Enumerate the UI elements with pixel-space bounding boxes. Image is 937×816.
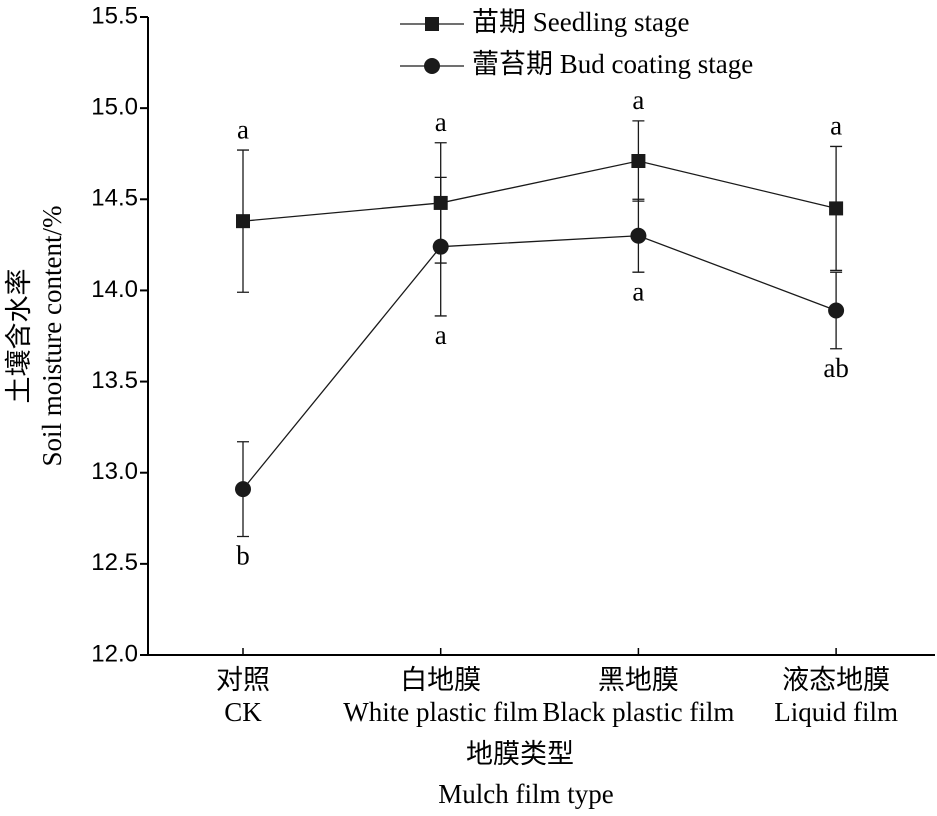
- x-axis-title-en: Mulch film type: [438, 779, 613, 809]
- y-axis-title-en: Soil moisture content/%: [37, 206, 67, 467]
- significance-label: a: [435, 107, 447, 137]
- x-tick-sublabel: Black plastic film: [542, 697, 734, 727]
- y-tick-label: 12.0: [91, 640, 138, 667]
- legend-marker: [424, 58, 440, 74]
- x-tick-sublabel: CK: [224, 697, 262, 727]
- series-line: [242, 160, 837, 222]
- marker: [236, 214, 250, 229]
- y-tick-label: 15.5: [91, 2, 138, 29]
- x-tick-sublabel: White plastic film: [343, 697, 538, 727]
- y-tick-label: 14.5: [91, 185, 138, 212]
- significance-label: b: [236, 541, 250, 571]
- marker: [235, 481, 251, 498]
- x-tick-label: 液态地膜: [782, 665, 890, 695]
- significance-label: a: [435, 320, 447, 350]
- significance-label: a: [632, 85, 644, 115]
- marker: [630, 227, 647, 244]
- marker: [432, 238, 449, 255]
- marker: [631, 154, 646, 169]
- marker: [829, 201, 844, 216]
- y-tick-label: 13.0: [91, 458, 138, 485]
- legend-label: 苗期 Seedling stage: [472, 7, 689, 37]
- y-tick-label: 15.0: [91, 93, 138, 120]
- marker: [828, 302, 845, 319]
- significance-label: a: [830, 111, 842, 141]
- series-line: [242, 235, 837, 490]
- legend-label: 蕾苔期 Bud coating stage: [472, 49, 753, 79]
- x-axis-title: 地膜类型: [466, 739, 574, 769]
- significance-label: a: [237, 114, 249, 144]
- x-tick-label: 黑地膜: [598, 665, 679, 695]
- y-tick-label: 12.5: [91, 549, 138, 576]
- significance-label: a: [632, 276, 644, 306]
- y-tick-label: 14.0: [91, 276, 138, 303]
- y-axis-title: 土壤含水率: [4, 269, 34, 404]
- y-tick-label: 13.5: [91, 367, 138, 394]
- significance-label: ab: [823, 353, 848, 383]
- x-tick-sublabel: Liquid film: [774, 697, 898, 727]
- legend-marker: [425, 17, 439, 31]
- x-tick-label: 对照: [216, 665, 270, 695]
- x-tick-label: 白地膜: [400, 665, 481, 695]
